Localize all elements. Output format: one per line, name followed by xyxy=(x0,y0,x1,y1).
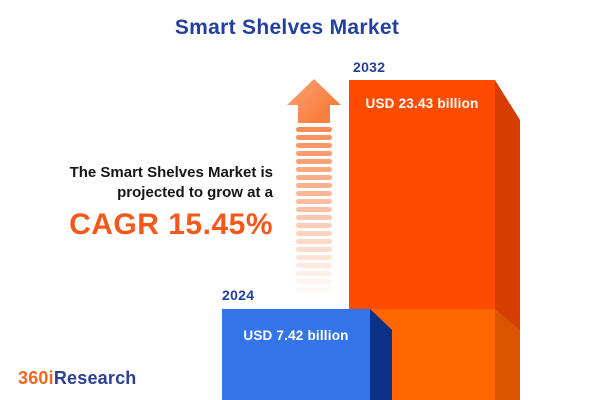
arrow-stripe xyxy=(296,175,332,180)
growth-message-line1: The Smart Shelves Market is xyxy=(69,164,273,181)
arrow-stripe xyxy=(296,191,332,196)
arrow-stripe xyxy=(296,183,332,188)
arrow-stripe xyxy=(296,199,332,204)
arrow-stripes xyxy=(296,127,332,295)
growth-arrow-icon xyxy=(287,79,341,123)
year-label-2032: 2032 xyxy=(353,59,386,75)
arrow-stripe xyxy=(296,255,332,260)
arrow-stripe xyxy=(296,223,332,228)
arrow-stripe xyxy=(296,151,332,156)
arrow-stripe xyxy=(296,287,332,292)
arrow-stripe xyxy=(296,167,332,172)
year-label-2024: 2024 xyxy=(222,287,255,303)
arrow-stripe xyxy=(296,207,332,212)
bar-2032-front-upper xyxy=(349,80,495,309)
growth-message: The Smart Shelves Market is projected to… xyxy=(30,163,273,242)
growth-message-line2: projected to grow at a xyxy=(117,184,273,201)
arrow-stripe xyxy=(296,271,332,276)
arrow-stripe xyxy=(296,239,332,244)
arrow-stripe xyxy=(296,215,332,220)
arrow-stripe xyxy=(296,263,332,268)
arrow-stripe xyxy=(296,143,332,148)
bar-value-2032: USD 23.43 billion xyxy=(365,96,479,111)
brand-logo-360i: 360i xyxy=(18,368,54,388)
brand-logo: 360iResearch xyxy=(18,368,137,389)
bar-value-2024: USD 7.42 billion xyxy=(243,328,349,343)
arrow-stripe xyxy=(296,279,332,284)
arrow-stripe xyxy=(296,159,332,164)
page-title: Smart Shelves Market xyxy=(174,16,400,39)
cagr-value: CAGR 15.45% xyxy=(69,208,273,241)
arrow-stripe xyxy=(296,231,332,236)
bar-2024-front xyxy=(222,309,370,400)
brand-logo-research: Research xyxy=(53,368,137,388)
arrow-stripe xyxy=(296,127,332,132)
arrow-stripe xyxy=(296,247,332,252)
bar-2024-side xyxy=(370,309,392,400)
arrow-stripe xyxy=(296,135,332,140)
